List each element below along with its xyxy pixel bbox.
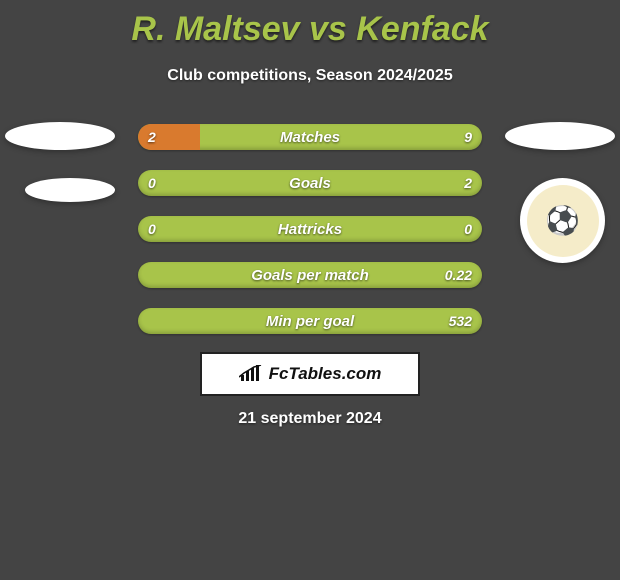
stat-right-value: 0 bbox=[464, 216, 472, 242]
stat-right-value: 9 bbox=[464, 124, 472, 150]
stat-label: Goals bbox=[138, 170, 482, 196]
stat-row-matches: 2 Matches 9 bbox=[138, 124, 482, 150]
brand-logo: FcTables.com bbox=[200, 352, 420, 396]
stat-row-goals: 0 Goals 2 bbox=[138, 170, 482, 196]
stat-label: Matches bbox=[138, 124, 482, 150]
subtitle: Club competitions, Season 2024/2025 bbox=[0, 67, 620, 85]
brand-text: FcTables.com bbox=[269, 364, 382, 384]
stat-row-gpm: Goals per match 0.22 bbox=[138, 262, 482, 288]
stat-right-value: 0.22 bbox=[445, 262, 472, 288]
crest-icon: ⚽ bbox=[527, 185, 599, 257]
stats-bars: 2 Matches 9 0 Goals 2 0 Hattricks 0 Goal… bbox=[138, 124, 482, 354]
date-text: 21 september 2024 bbox=[0, 410, 620, 428]
stat-label: Hattricks bbox=[138, 216, 482, 242]
stat-right-value: 2 bbox=[464, 170, 472, 196]
page-title: R. Maltsev vs Kenfack bbox=[0, 0, 620, 49]
player-right-crest: ⚽ bbox=[520, 178, 605, 263]
stat-label: Min per goal bbox=[138, 308, 482, 334]
stat-label: Goals per match bbox=[138, 262, 482, 288]
stat-right-value: 532 bbox=[449, 308, 472, 334]
player-right-badge-1 bbox=[505, 122, 615, 150]
player-left-badge-2 bbox=[25, 178, 115, 202]
chart-icon bbox=[239, 365, 263, 383]
stat-row-hattricks: 0 Hattricks 0 bbox=[138, 216, 482, 242]
player-left-badge-1 bbox=[5, 122, 115, 150]
stat-row-mpg: Min per goal 532 bbox=[138, 308, 482, 334]
